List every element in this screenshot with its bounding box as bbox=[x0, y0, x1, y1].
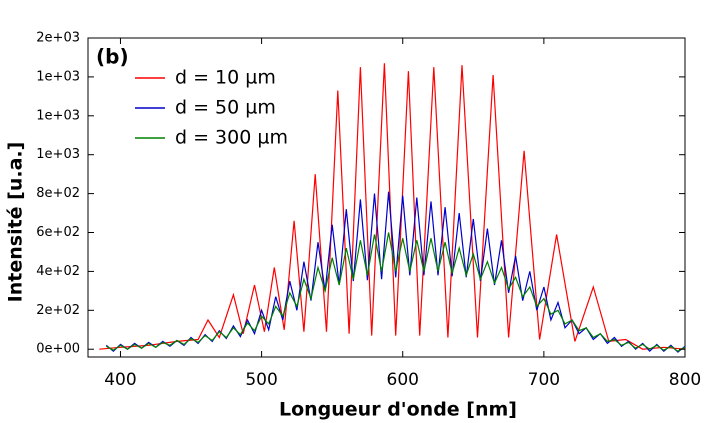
plot-area bbox=[99, 63, 686, 353]
series-line bbox=[99, 63, 686, 350]
y-axis-label: Intensité [u.a.] bbox=[5, 142, 27, 303]
x-tick-label: 700 bbox=[528, 370, 560, 390]
legend-label: d = 10 µm bbox=[175, 67, 276, 89]
y-tick-label: 1e+03 bbox=[36, 108, 80, 123]
y-tick-label: 2e+02 bbox=[36, 303, 80, 318]
y-tick-label: 8e+02 bbox=[36, 186, 80, 201]
y-tick-label: 0e+00 bbox=[36, 342, 80, 357]
y-tick-label: 1e+03 bbox=[36, 147, 80, 162]
legend-label: d = 300 µm bbox=[175, 127, 288, 149]
y-tick-label: 2e+03 bbox=[36, 31, 80, 46]
legend-label: d = 50 µm bbox=[175, 97, 276, 119]
annotation: (b) bbox=[96, 45, 129, 69]
y-tick-label: 4e+02 bbox=[36, 264, 80, 279]
y-tick-label: 1e+03 bbox=[36, 69, 80, 84]
x-tick-label: 500 bbox=[245, 370, 277, 390]
plot-frame bbox=[87, 37, 686, 358]
y-tick-label: 6e+02 bbox=[36, 225, 80, 240]
x-tick-label: 400 bbox=[104, 370, 136, 390]
x-tick-label: 600 bbox=[387, 370, 419, 390]
x-tick-label: 800 bbox=[669, 370, 701, 390]
series-line bbox=[106, 232, 686, 352]
x-axis-label: Longueur d'onde [nm] bbox=[279, 399, 517, 421]
